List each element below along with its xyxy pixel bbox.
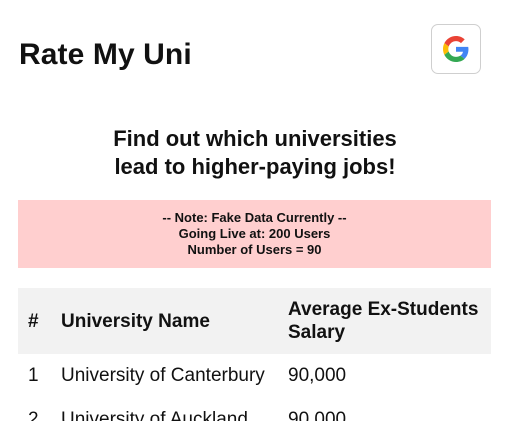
- google-g-icon: [443, 36, 469, 62]
- column-header-rank: #: [28, 310, 39, 332]
- cell-university-name: University of Canterbury: [61, 365, 265, 386]
- fake-data-notice: -- Note: Fake Data Currently -- Going Li…: [18, 200, 491, 268]
- cell-university-name: University of Auckland: [61, 409, 248, 421]
- notice-line-user-count: Number of Users = 90: [187, 242, 322, 257]
- app-title: Rate My Uni: [19, 38, 192, 71]
- cell-average-salary: 90,000: [288, 365, 347, 386]
- column-header-university-name: University Name: [61, 310, 210, 332]
- hero-heading-line-2: lead to higher-paying jobs!: [114, 154, 396, 179]
- hero-heading-line-1: Find out which universities: [113, 126, 397, 151]
- notice-line-going-live: Going Live at: 200 Users: [178, 226, 331, 241]
- university-ranking-table: # University Name Average Ex-Students Sa…: [18, 288, 491, 421]
- column-header-average-salary: Average Ex-Students Salary: [288, 299, 479, 343]
- cell-rank: 1: [28, 365, 39, 386]
- google-sign-in-button[interactable]: [431, 24, 481, 74]
- notice-line-fake-data: -- Note: Fake Data Currently --: [162, 210, 347, 225]
- table-row: 2 University of Auckland 90,000: [18, 398, 491, 421]
- table-row: 1 University of Canterbury 90,000: [18, 354, 491, 398]
- cell-rank: 2: [28, 409, 39, 421]
- table-header-row: # University Name Average Ex-Students Sa…: [18, 288, 491, 354]
- hero-heading: Find out which universities lead to high…: [0, 125, 510, 181]
- cell-average-salary: 90,000: [288, 409, 347, 421]
